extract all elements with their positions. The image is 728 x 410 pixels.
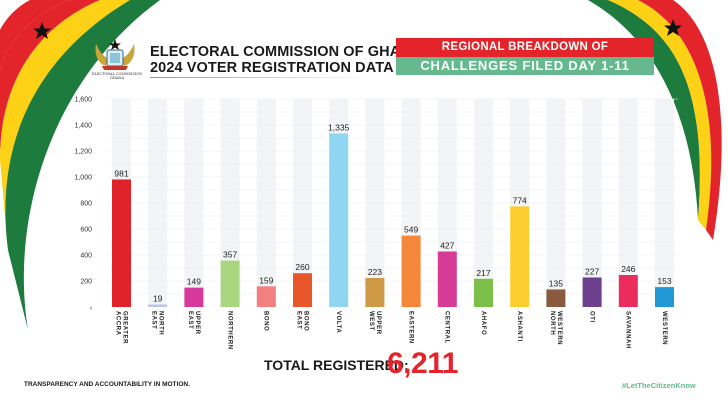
flag-red-band xyxy=(0,0,100,160)
x-category-label: WESTERN xyxy=(556,311,562,345)
star-icon xyxy=(664,19,682,36)
bar xyxy=(112,179,131,307)
x-category-label: CENTRAL xyxy=(444,311,450,344)
bar-value-label: 549 xyxy=(404,225,418,235)
footer-hashtag: #LetTheCitizenKnow xyxy=(622,381,696,390)
bar-value-label: 357 xyxy=(223,250,237,260)
y-tick-label: 800 xyxy=(80,201,92,208)
title-line2: 2024 VOTER REGISTRATION DATA xyxy=(150,60,394,76)
x-category-label: AHAFO xyxy=(480,311,486,335)
y-tick-label: 1,400 xyxy=(74,123,92,130)
title-divider xyxy=(150,77,370,78)
bar-value-label: 1,335 xyxy=(328,122,350,132)
x-category-label: BONO xyxy=(263,311,269,331)
bar xyxy=(184,287,204,307)
y-tick-label: 400 xyxy=(80,253,92,260)
coat-of-arms-emblem xyxy=(95,39,135,70)
y-tick-label: 1,000 xyxy=(74,175,92,182)
ghana-flag-ribbon-right xyxy=(588,0,722,240)
bar xyxy=(618,275,638,307)
x-category-label: WESTERN xyxy=(661,311,667,345)
bar xyxy=(148,304,168,307)
x-category-label: NORTH xyxy=(549,311,555,335)
y-tick-label: 1,200 xyxy=(74,149,92,156)
bar-value-label: 427 xyxy=(440,240,454,250)
title-line1: ELECTORAL COMMISSION OF GHANA xyxy=(150,44,422,60)
x-category-label: ASHANTI xyxy=(516,311,522,342)
x-category-label: EAST xyxy=(295,311,301,329)
x-category-label: VOLTA xyxy=(335,311,341,334)
flag-green-band xyxy=(588,0,700,220)
x-category-label: EAST xyxy=(151,311,157,329)
x-category-label: UPPER xyxy=(194,311,200,335)
bar xyxy=(401,235,421,307)
bar-value-label: 217 xyxy=(476,268,490,278)
x-category-label: EAST xyxy=(187,311,193,329)
flag-red-band xyxy=(638,0,722,240)
bar-value-label: 260 xyxy=(295,262,309,272)
bar xyxy=(256,286,276,307)
x-category-label: OTI xyxy=(589,311,595,323)
bar-value-label: 135 xyxy=(549,278,563,288)
bar-value-label: 223 xyxy=(368,267,382,277)
bar-value-label: 246 xyxy=(621,264,635,274)
bar xyxy=(582,277,602,307)
x-category-label: SAVANNAH xyxy=(625,311,631,349)
y-tick-label: 600 xyxy=(80,227,92,234)
x-category-label: NORTHERN xyxy=(227,311,233,350)
y-tick-label: 0 xyxy=(90,306,93,311)
bar xyxy=(365,278,385,307)
x-category-label: EASTERN xyxy=(408,311,414,344)
bar xyxy=(474,278,493,307)
y-tick-label: 1,600 xyxy=(74,97,92,104)
x-category-label: UPPER xyxy=(375,311,381,335)
flag-yellow-band xyxy=(0,0,130,250)
x-category-label: GREATER xyxy=(121,311,127,344)
bar-value-label: 153 xyxy=(657,276,671,286)
x-category-label: WEST xyxy=(368,311,374,331)
bar-value-label: 227 xyxy=(585,266,599,276)
emblem-caption-line2: GHANA xyxy=(110,76,124,80)
bar-value-label: 159 xyxy=(259,275,273,285)
bar xyxy=(220,260,240,307)
bar xyxy=(510,206,530,307)
bar-value-label: 981 xyxy=(114,168,128,178)
flag-green-band xyxy=(5,0,160,330)
footer-tagline: TRANSPARENCY AND ACCOUNTABILITY IN MOTIO… xyxy=(24,381,190,388)
x-category-label: ACCRA xyxy=(114,311,120,336)
subtitle-badge-green: CHALLENGES FILED DAY 1-11 xyxy=(396,57,654,75)
ghana-flag-ribbon-left xyxy=(0,0,160,330)
bar-value-label: 774 xyxy=(513,195,527,205)
emblem-caption-line1: ELECTORAL COMMISSION xyxy=(91,72,143,76)
bar-value-label: 19 xyxy=(153,294,163,304)
emblem-caption: ELECTORAL COMMISSION GHANA xyxy=(86,72,148,80)
total-value: 6,211 xyxy=(387,347,458,380)
bar xyxy=(546,289,566,307)
total-label: TOTAL REGISTERED: xyxy=(264,357,409,373)
flag-red-stripe xyxy=(0,0,70,70)
bar xyxy=(437,251,457,307)
star-icon xyxy=(33,22,51,39)
bar-value-label: 149 xyxy=(187,277,201,287)
flag-yellow-band xyxy=(608,0,712,230)
bar xyxy=(329,133,349,307)
bar xyxy=(293,273,312,307)
page-title: ELECTORAL COMMISSION OF GHANA 2024 VOTER… xyxy=(150,44,421,76)
bar xyxy=(655,287,674,307)
y-tick-label: 200 xyxy=(80,279,92,286)
x-category-label: BONO xyxy=(302,311,308,331)
x-category-label: NORTH xyxy=(158,311,164,335)
